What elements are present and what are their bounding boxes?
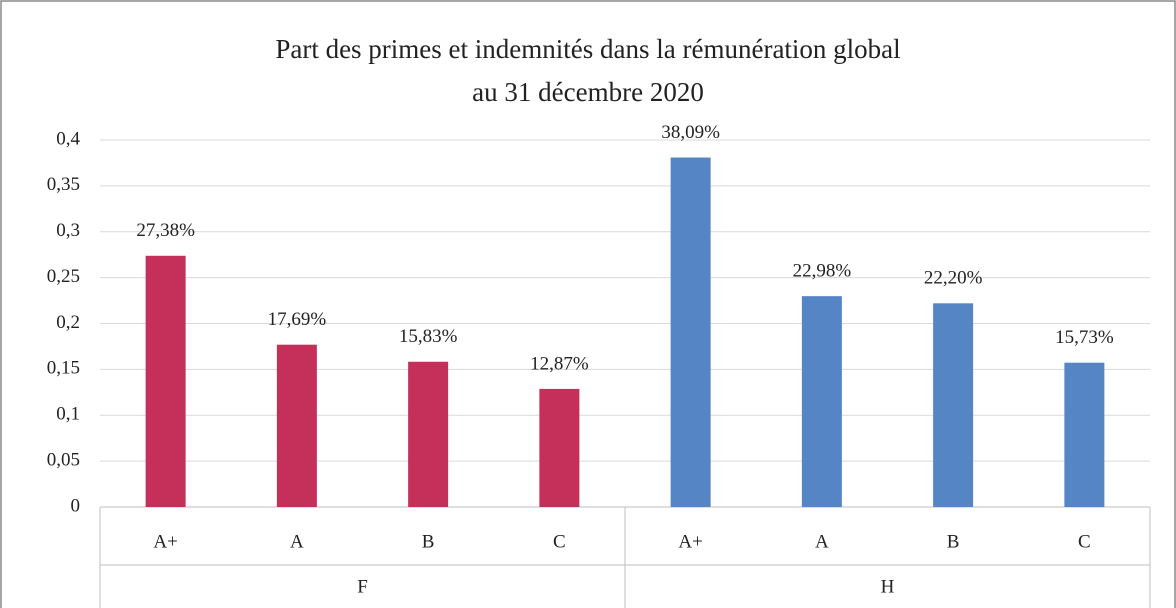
data-label: 15,83% (399, 326, 458, 347)
data-label: 22,98% (793, 261, 852, 282)
data-label: 38,09% (661, 122, 720, 143)
bar (276, 344, 317, 507)
x-tick-label: C (1078, 531, 1091, 552)
y-tick-label: 0,2 (56, 312, 80, 333)
group-label: F (357, 576, 368, 597)
x-tick-label: A (290, 531, 304, 552)
x-tick-label: A (815, 531, 829, 552)
bar (145, 255, 186, 507)
data-label: 27,38% (136, 220, 195, 241)
x-tick-label: B (422, 531, 435, 552)
y-tick-label: 0,4 (56, 128, 80, 149)
data-label: 17,69% (268, 309, 327, 330)
x-tick-label: A+ (678, 531, 702, 552)
y-tick-label: 0,15 (47, 358, 80, 379)
y-tick-label: 0,05 (47, 449, 80, 470)
bar (1064, 362, 1105, 507)
data-label: 12,87% (530, 353, 589, 374)
data-label: 22,20% (924, 268, 983, 289)
y-tick-label: 0 (71, 495, 81, 516)
bar (933, 303, 974, 507)
group-label: H (881, 576, 895, 597)
bar (801, 296, 842, 507)
y-tick-label: 0,25 (47, 266, 80, 287)
chart-title: Part des primes et indemnités dans la ré… (275, 34, 900, 64)
chart-title: au 31 décembre 2020 (472, 77, 704, 107)
bar (408, 361, 449, 507)
bar (539, 388, 580, 507)
data-label: 15,73% (1055, 327, 1114, 348)
bar (670, 157, 711, 508)
y-tick-label: 0,35 (47, 174, 80, 195)
x-tick-label: A+ (153, 531, 177, 552)
x-tick-label: C (553, 531, 566, 552)
y-tick-label: 0,3 (56, 220, 80, 241)
x-tick-label: B (947, 531, 960, 552)
y-tick-label: 0,1 (56, 404, 80, 425)
